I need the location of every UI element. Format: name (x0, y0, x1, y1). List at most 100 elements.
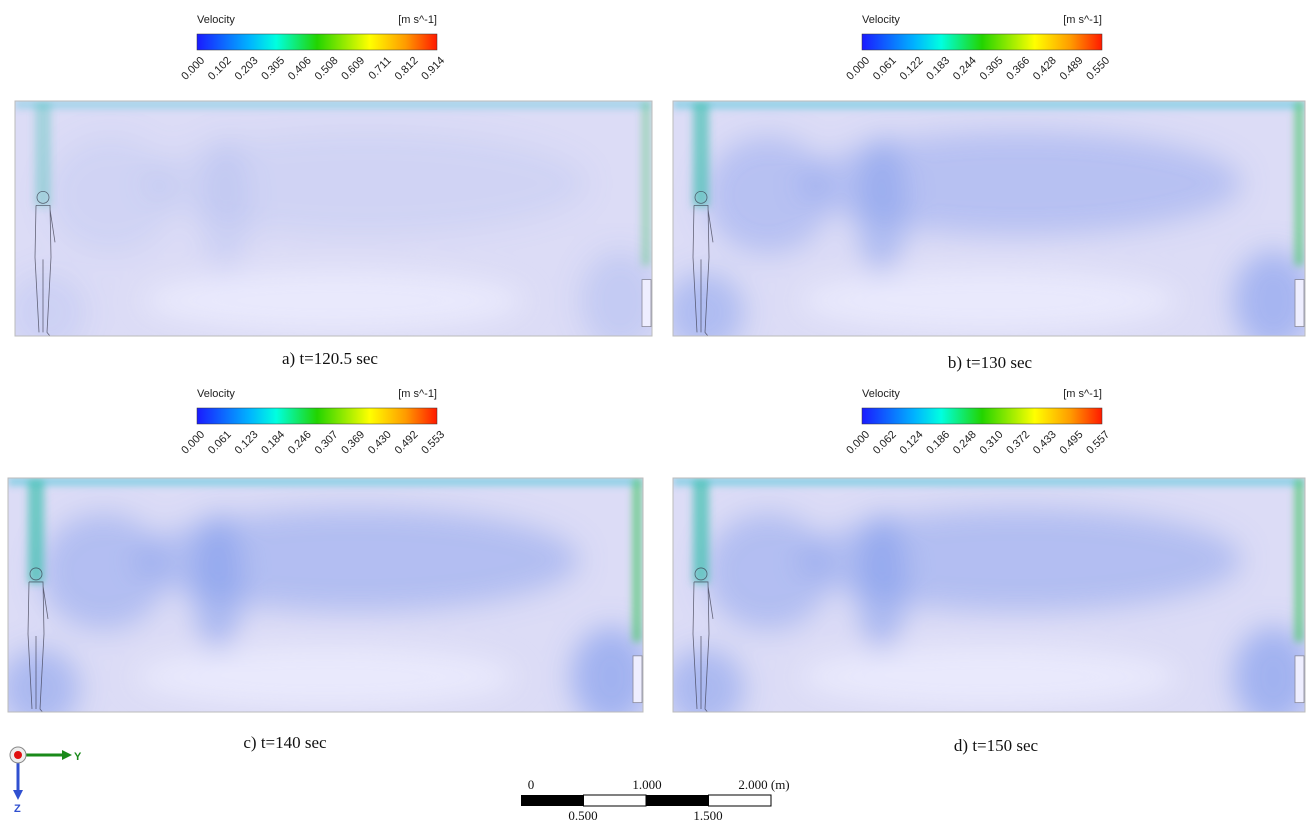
legend-tick-label: 0.433 (1031, 429, 1059, 457)
legend-tick-label: 0.430 (366, 429, 394, 457)
jet (28, 478, 44, 583)
legend-title: Velocity (197, 388, 235, 400)
legend-tick-label: 0.061 (206, 429, 234, 457)
blob (40, 513, 167, 630)
legend-tick-label: 0.914 (419, 55, 447, 83)
legend-tick-label: 0.557 (1084, 429, 1112, 457)
jet (15, 101, 652, 108)
legend-tick-label: 0.062 (871, 429, 899, 457)
legend-tick-label: 0.812 (393, 55, 421, 83)
legend-tick-label: 0.711 (367, 55, 394, 82)
colorbar (197, 34, 437, 50)
legend-tick-label: 0.244 (951, 55, 979, 83)
legend-tick-label: 0.305 (259, 55, 287, 83)
axis-label: Y (74, 751, 82, 763)
caption: c) t=140 sec (243, 733, 327, 752)
contour-field (665, 478, 1307, 729)
blob (665, 649, 745, 729)
blob (200, 136, 250, 277)
blob (799, 271, 1178, 331)
legend-tick-label: 0.366 (1004, 55, 1032, 83)
legend-tick-label: 0.123 (233, 429, 261, 457)
legend-tick-label: 0.609 (339, 55, 367, 83)
blob (0, 649, 80, 729)
blob (47, 136, 174, 254)
panel: Velocity [m s^-1] 0.0000.0610.1220.1830.24… (665, 14, 1307, 372)
legend-tick-label: 0.489 (1058, 55, 1086, 83)
scale-bar: 0 1.000 2.000 (m) 0.500 1.500 (521, 777, 790, 823)
scale-label: 1.000 (632, 777, 661, 792)
blob (135, 647, 516, 707)
legend-tick-label: 0.000 (844, 55, 872, 83)
legend-tick-label: 0.000 (179, 429, 207, 457)
door (1295, 656, 1304, 703)
axis-triad: Y Z (10, 747, 82, 815)
legend-tick-label: 0.102 (206, 55, 234, 83)
jet (642, 101, 650, 266)
jet (633, 478, 641, 642)
blob (665, 273, 745, 353)
jet (8, 478, 643, 485)
blob (7, 273, 87, 353)
legend-tick-label: 0.000 (844, 429, 872, 457)
blob (857, 136, 907, 277)
jet (1295, 478, 1303, 642)
legend-tick-label: 0.183 (924, 55, 952, 83)
caption: d) t=150 sec (954, 736, 1039, 755)
panel: Velocity [m s^-1] 0.0000.0610.1230.1840.24… (0, 388, 651, 752)
blob (193, 513, 243, 653)
legend-unit: [m s^-1] (1063, 388, 1102, 400)
legend-unit: [m s^-1] (398, 388, 437, 400)
legend-tick-label: 0.186 (924, 429, 952, 457)
legend-title: Velocity (862, 14, 900, 26)
figure: Y Z 0 1.000 2.000 (m) 0.500 1.500 Veloci… (0, 0, 1307, 824)
blob (705, 136, 831, 254)
door (1295, 280, 1304, 327)
panel: Velocity[m s^-1]0.0000.1020.2030.3050.40… (7, 14, 660, 368)
scale-label: 2.000 (m) (738, 777, 789, 792)
axis-label: Z (14, 803, 21, 815)
legend-tick-label: 0.372 (1004, 429, 1032, 457)
blob (142, 271, 524, 331)
legend-tick-label: 0.369 (339, 429, 367, 457)
jet (693, 101, 709, 207)
legend-unit: [m s^-1] (398, 14, 437, 26)
caption: a) t=120.5 sec (282, 349, 378, 368)
legend-tick-label: 0.122 (898, 55, 926, 83)
panel: Velocity [m s^-1] 0.0000.0620.1240.1860.24… (665, 388, 1307, 755)
legend-tick-label: 0.310 (978, 429, 1006, 457)
legend-tick-label: 0.305 (978, 55, 1006, 83)
legend-tick-label: 0.248 (951, 429, 979, 457)
legend-tick-label: 0.508 (313, 55, 341, 83)
legend-title: Velocity (197, 14, 235, 26)
legend-tick-label: 0.553 (419, 429, 447, 457)
jet (1295, 101, 1303, 266)
legend-unit: [m s^-1] (1063, 14, 1102, 26)
legend-tick-label: 0.000 (179, 55, 207, 83)
legend-tick-label: 0.428 (1031, 55, 1059, 83)
jet (673, 478, 1305, 485)
jet (35, 101, 51, 207)
legend-tick-label: 0.307 (313, 429, 341, 457)
jet (693, 478, 709, 583)
contour-field (0, 478, 651, 729)
caption: b) t=130 sec (948, 353, 1033, 372)
legend-tick-label: 0.246 (286, 429, 314, 457)
door (633, 656, 642, 703)
colorbar (862, 408, 1102, 424)
legend-tick-label: 0.495 (1058, 429, 1086, 457)
scale-label: 1.500 (693, 808, 722, 823)
legend-tick-label: 0.061 (871, 55, 899, 83)
legend-tick-label: 0.124 (898, 429, 926, 457)
legend-title: Velocity (862, 388, 900, 400)
blob (705, 513, 831, 630)
colorbar (197, 408, 437, 424)
scale-label: 0 (528, 777, 535, 792)
door (642, 280, 651, 327)
legend-tick-label: 0.184 (259, 429, 287, 457)
legend-tick-label: 0.550 (1084, 55, 1112, 83)
contour-field (7, 101, 660, 353)
colorbar (862, 34, 1102, 50)
contour-field (665, 101, 1307, 353)
jet (673, 101, 1305, 108)
